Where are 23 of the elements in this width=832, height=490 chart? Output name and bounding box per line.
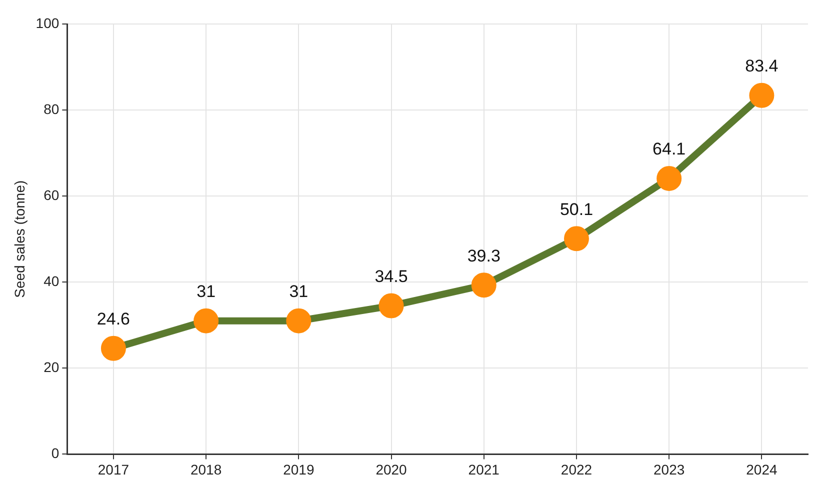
data-label: 83.4 (745, 56, 778, 76)
data-label: 31 (196, 282, 216, 302)
data-label: 34.5 (374, 266, 408, 286)
x-tick-label: 2020 (376, 461, 408, 478)
data-label: 24.6 (96, 310, 130, 329)
y-tick-label: 60 (44, 186, 60, 203)
y-tick-label: 100 (36, 14, 60, 31)
data-label: 64.1 (652, 140, 686, 159)
data-label: 31 (289, 282, 308, 302)
x-tick-label: 2022 (560, 461, 592, 478)
y-tick-label: 20 (44, 359, 60, 376)
y-tick-label: 80 (44, 100, 60, 117)
data-label: 39.3 (467, 246, 500, 266)
x-tick-label: 2017 (98, 461, 130, 478)
x-tick-label: 2021 (468, 461, 500, 478)
y-tick-label: 40 (44, 272, 60, 289)
x-tick-label: 2023 (654, 461, 685, 478)
x-tick-label: 2018 (190, 461, 222, 478)
x-tick-label: 2019 (283, 461, 314, 478)
data-label: 50.1 (560, 200, 594, 219)
x-tick-label: 2024 (746, 461, 778, 478)
y-tick-label: 0 (51, 445, 60, 462)
y-axis-title: Seed sales (tonne) (11, 180, 28, 298)
